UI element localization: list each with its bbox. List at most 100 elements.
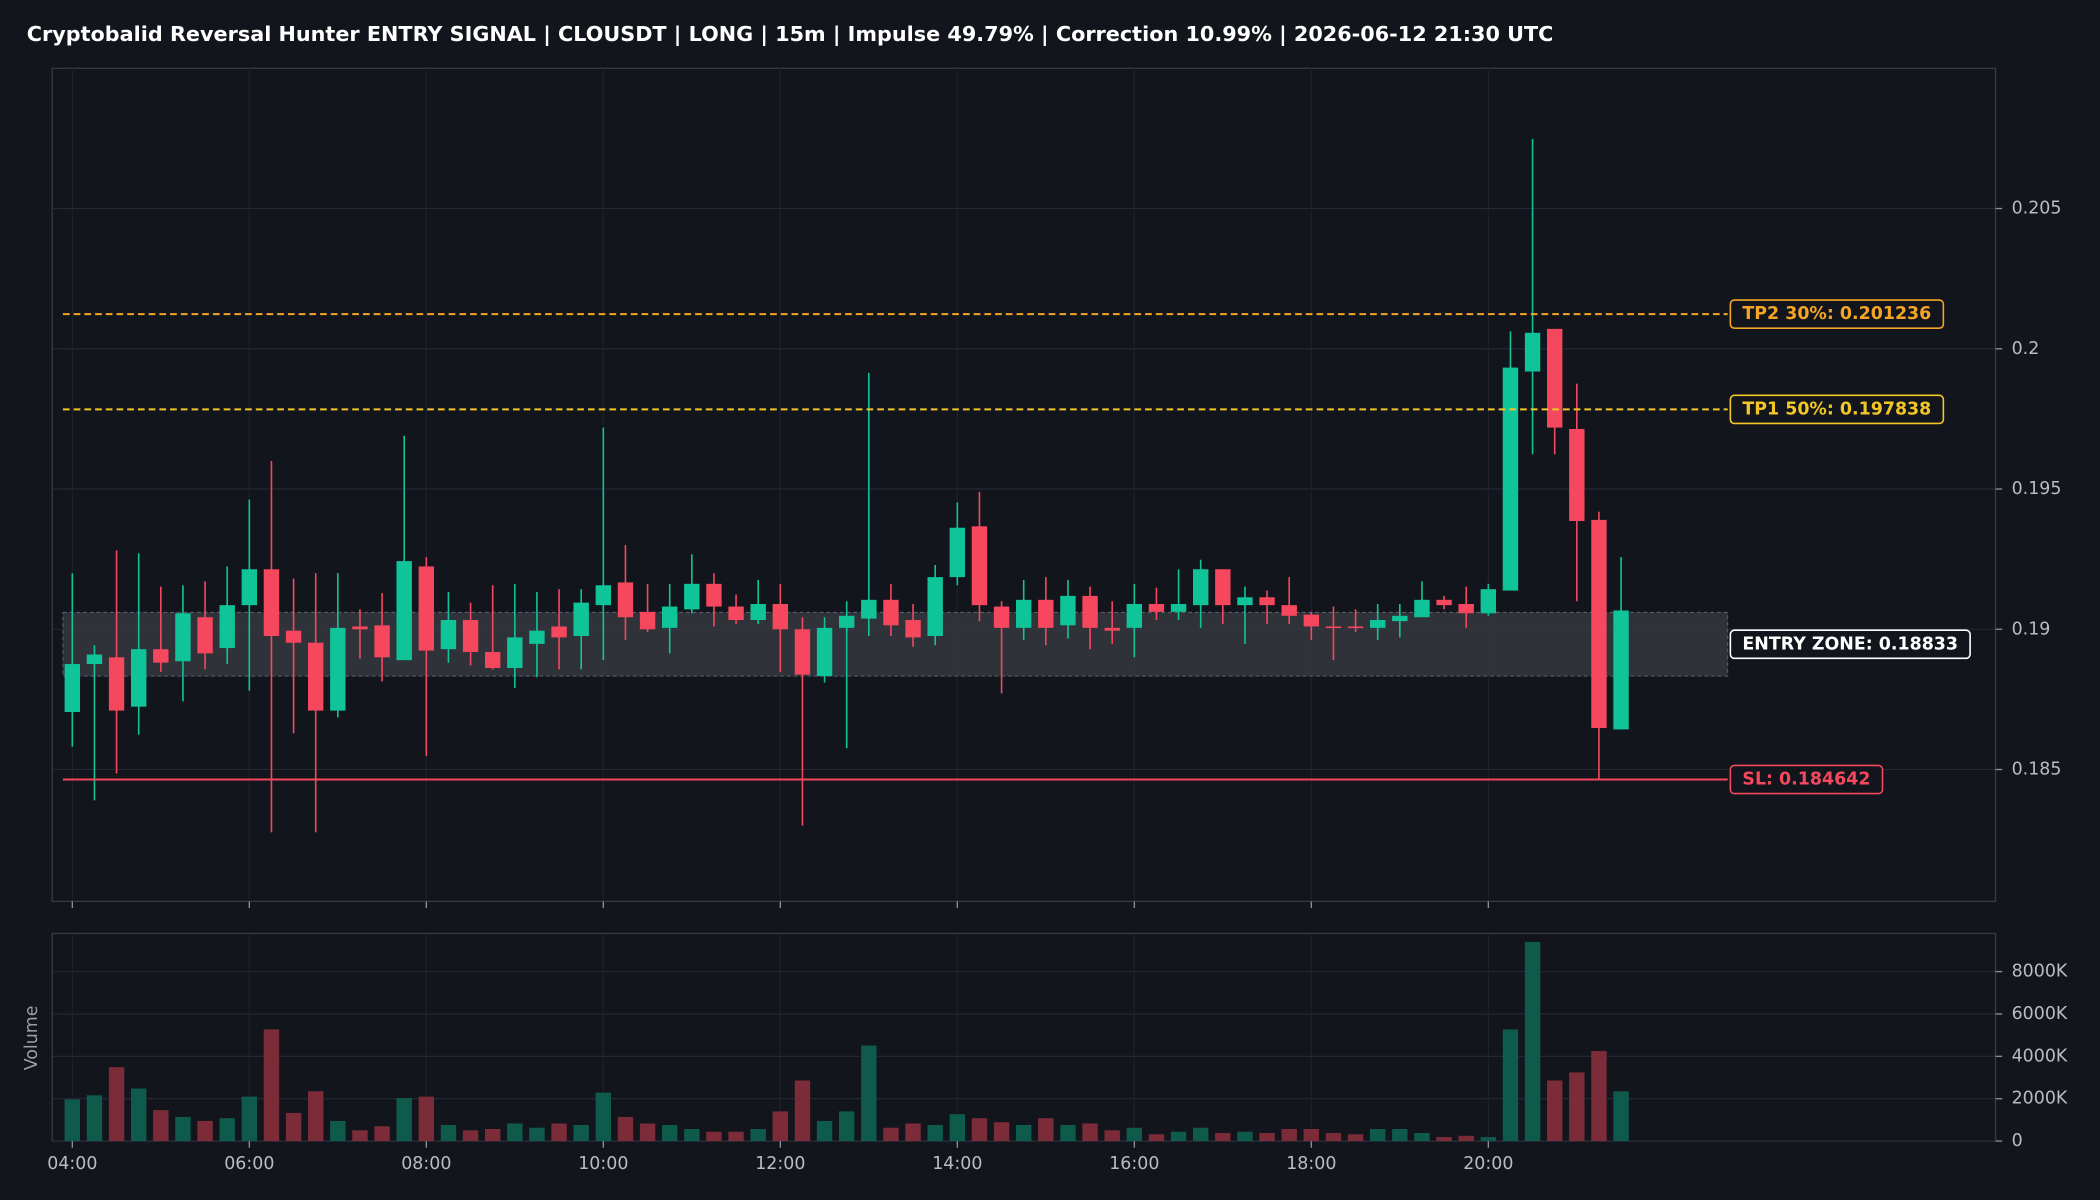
volume-bar bbox=[153, 1110, 169, 1142]
volume-bar bbox=[927, 1124, 943, 1142]
volume-bar bbox=[993, 1122, 1010, 1142]
volume-bar bbox=[1215, 1133, 1231, 1142]
volume-bar bbox=[573, 1124, 589, 1142]
volume-bar bbox=[1082, 1123, 1098, 1142]
labels: TP2 30%: 0.201236 TP1 50%: 0.197838 SL: 0.… bbox=[1729, 299, 1971, 795]
candle-body bbox=[816, 627, 833, 677]
candle-body bbox=[1458, 604, 1474, 614]
candle-body bbox=[927, 577, 943, 637]
level-label: SL: 0.184642 bbox=[1742, 770, 1870, 790]
candle-body bbox=[1170, 604, 1187, 612]
volume-bar bbox=[1369, 1128, 1386, 1142]
x-tick-label: 06:00 bbox=[224, 1154, 274, 1174]
volume-bar bbox=[1237, 1131, 1253, 1142]
volume-bar bbox=[861, 1045, 877, 1142]
candle-body bbox=[595, 585, 612, 606]
candle-body bbox=[1436, 599, 1452, 606]
volume-bar bbox=[507, 1123, 523, 1142]
y-tick-label: 0.19 bbox=[2012, 619, 2051, 639]
x-tick-label: 08:00 bbox=[401, 1154, 451, 1174]
level-label-box bbox=[1729, 394, 1945, 425]
price-panel bbox=[51, 67, 1997, 903]
volume-bar bbox=[1591, 1051, 1607, 1142]
y-tick-label: 4000K bbox=[2012, 1046, 2068, 1066]
candle-body bbox=[750, 604, 766, 621]
candle-body bbox=[1237, 597, 1253, 606]
volume-bar bbox=[484, 1128, 501, 1142]
volume-bar bbox=[1170, 1131, 1187, 1142]
candle-body bbox=[617, 582, 634, 618]
candle-body bbox=[794, 629, 811, 675]
candle-body bbox=[86, 654, 103, 665]
x-tick-label: 16:00 bbox=[1109, 1154, 1159, 1174]
volume-bar bbox=[1524, 941, 1541, 1142]
candle-body bbox=[1015, 599, 1032, 628]
candle-body bbox=[197, 617, 213, 654]
volume-bar bbox=[1436, 1137, 1452, 1142]
entry-zone-label: ENTRY ZONE: 0.18833 bbox=[1742, 634, 1958, 654]
volume-bar bbox=[971, 1118, 988, 1142]
x-tick-label: 10:00 bbox=[578, 1154, 628, 1174]
candle-body bbox=[971, 526, 988, 606]
candle-body bbox=[1281, 605, 1297, 616]
volume-bar bbox=[1347, 1134, 1364, 1142]
candle-body bbox=[263, 569, 280, 637]
candle-body bbox=[1082, 595, 1098, 628]
candle-body bbox=[219, 605, 235, 649]
candle-body bbox=[684, 583, 700, 610]
volume-bar bbox=[905, 1123, 921, 1142]
volume-bar bbox=[639, 1123, 656, 1142]
candle-body bbox=[1369, 620, 1386, 628]
candle-body bbox=[883, 599, 899, 626]
candle-body bbox=[1104, 627, 1120, 631]
volume-bar bbox=[330, 1120, 346, 1142]
candle-body bbox=[1546, 328, 1563, 428]
candle-body bbox=[1414, 599, 1430, 618]
entry-zone-label-box bbox=[1729, 629, 1971, 660]
candle-body bbox=[175, 613, 191, 662]
candle-body bbox=[861, 599, 877, 619]
volume-bar bbox=[396, 1098, 412, 1142]
candle-body bbox=[507, 637, 523, 668]
volume-bar bbox=[1569, 1072, 1585, 1142]
volume-bar bbox=[64, 1099, 81, 1142]
volume-bar bbox=[1015, 1124, 1032, 1142]
candle-body bbox=[307, 642, 324, 711]
candle-body bbox=[905, 620, 921, 638]
candle-body bbox=[1613, 610, 1629, 730]
volume-bar bbox=[440, 1124, 457, 1142]
level-label: TP2 30%: 0.201236 bbox=[1742, 304, 1931, 324]
volume-bar bbox=[1259, 1133, 1275, 1142]
candle-body bbox=[706, 583, 722, 607]
candle-body bbox=[418, 566, 435, 651]
candle-body bbox=[330, 627, 346, 711]
candle-body bbox=[1126, 604, 1143, 628]
volume-bar bbox=[595, 1092, 612, 1142]
volume-bar bbox=[1192, 1127, 1209, 1142]
volume-bar bbox=[1060, 1124, 1076, 1142]
volume-bar bbox=[838, 1111, 855, 1142]
candle-body bbox=[838, 615, 855, 628]
candle-body bbox=[352, 626, 368, 630]
y-tick-label: 6000K bbox=[2012, 1004, 2068, 1024]
volume-bar bbox=[1458, 1135, 1474, 1142]
volume-bar bbox=[1546, 1080, 1563, 1142]
volume-bar bbox=[1414, 1133, 1430, 1142]
candle-body bbox=[949, 527, 966, 578]
candle-body bbox=[1303, 614, 1320, 627]
volume-bar bbox=[1480, 1137, 1497, 1142]
volume-bar bbox=[1104, 1130, 1120, 1142]
y-tick-label: 8000K bbox=[2012, 962, 2068, 982]
volume-bar bbox=[108, 1067, 125, 1142]
candle-body bbox=[241, 569, 258, 606]
candle-body bbox=[396, 561, 412, 661]
candle-body bbox=[1038, 599, 1054, 628]
volume-bar bbox=[816, 1120, 833, 1142]
candle-body bbox=[153, 649, 169, 663]
volume-bar bbox=[241, 1096, 258, 1142]
x-tick-label: 18:00 bbox=[1286, 1154, 1336, 1174]
candle-body bbox=[661, 606, 678, 628]
x-tick-label: 14:00 bbox=[932, 1154, 982, 1174]
y-tick-label: 0.2 bbox=[2012, 339, 2040, 359]
